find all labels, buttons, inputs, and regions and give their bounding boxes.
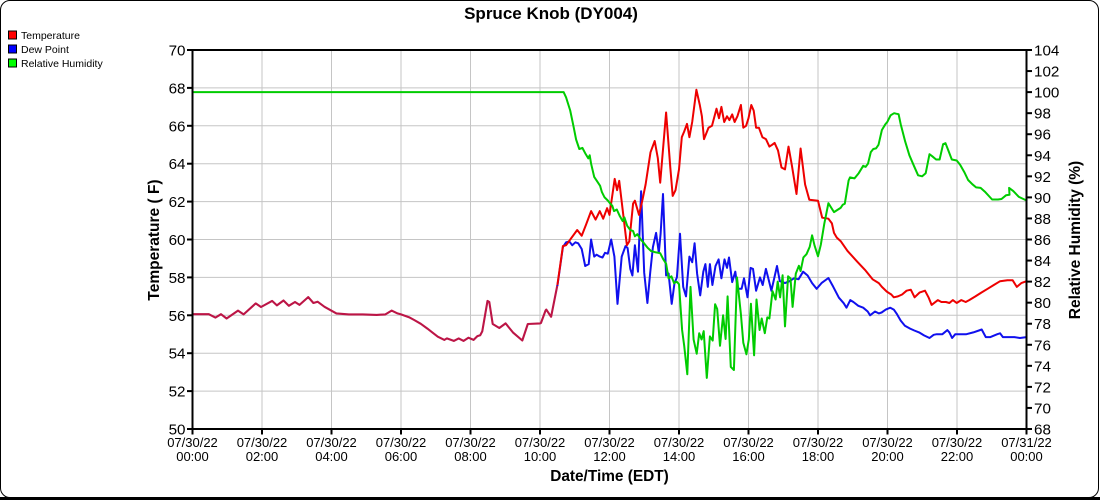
svg-text:07/30/22: 07/30/22: [584, 435, 635, 450]
svg-text:74: 74: [1034, 358, 1051, 375]
svg-text:86: 86: [1034, 232, 1051, 249]
svg-text:68: 68: [169, 80, 186, 97]
svg-text:07/30/22: 07/30/22: [793, 435, 844, 450]
svg-text:00:00: 00:00: [176, 449, 209, 464]
svg-text:66: 66: [169, 118, 186, 135]
svg-text:12:00: 12:00: [593, 449, 626, 464]
svg-text:02:00: 02:00: [246, 449, 279, 464]
svg-text:14:00: 14:00: [663, 449, 696, 464]
svg-text:76: 76: [1034, 337, 1051, 354]
svg-text:70: 70: [169, 43, 186, 60]
svg-text:07/30/22: 07/30/22: [723, 435, 774, 450]
svg-text:07/30/22: 07/30/22: [306, 435, 357, 450]
svg-text:07/30/22: 07/30/22: [376, 435, 427, 450]
svg-text:22:00: 22:00: [941, 449, 974, 464]
svg-text:08:00: 08:00: [454, 449, 487, 464]
svg-text:88: 88: [1034, 211, 1051, 228]
svg-text:100: 100: [1034, 85, 1059, 102]
svg-text:96: 96: [1034, 127, 1051, 144]
svg-text:104: 104: [1034, 43, 1059, 60]
svg-text:07/30/22: 07/30/22: [237, 435, 288, 450]
svg-text:54: 54: [169, 346, 186, 363]
svg-text:52: 52: [169, 384, 186, 401]
svg-text:07/30/22: 07/30/22: [445, 435, 496, 450]
svg-text:98: 98: [1034, 106, 1051, 123]
svg-text:Relative Humidity: Relative Humidity: [21, 58, 103, 70]
svg-text:20:00: 20:00: [871, 449, 904, 464]
svg-text:82: 82: [1034, 274, 1051, 291]
svg-text:102: 102: [1034, 64, 1059, 81]
svg-text:84: 84: [1034, 253, 1051, 270]
svg-text:06:00: 06:00: [385, 449, 418, 464]
svg-text:60: 60: [169, 232, 186, 249]
svg-text:58: 58: [169, 270, 186, 287]
svg-text:70: 70: [1034, 400, 1051, 417]
svg-text:18:00: 18:00: [802, 449, 835, 464]
svg-text:16:00: 16:00: [732, 449, 765, 464]
svg-text:94: 94: [1034, 148, 1051, 165]
svg-text:Spruce Knob (DY004): Spruce Knob (DY004): [464, 4, 638, 23]
svg-text:64: 64: [169, 156, 186, 173]
svg-text:07/30/22: 07/30/22: [167, 435, 218, 450]
svg-text:Temperature ( F): Temperature ( F): [146, 179, 163, 300]
svg-text:Dew Point: Dew Point: [21, 44, 69, 56]
svg-text:Date/Time (EDT): Date/Time (EDT): [550, 468, 669, 485]
svg-text:78: 78: [1034, 316, 1051, 333]
svg-text:00:00: 00:00: [1010, 449, 1043, 464]
svg-text:Relative Humidity (%): Relative Humidity (%): [1067, 161, 1084, 319]
svg-text:50: 50: [169, 422, 186, 439]
svg-text:72: 72: [1034, 379, 1051, 396]
svg-text:07/30/22: 07/30/22: [932, 435, 983, 450]
svg-text:56: 56: [169, 308, 186, 325]
svg-text:92: 92: [1034, 169, 1051, 186]
svg-text:07/30/22: 07/30/22: [862, 435, 913, 450]
svg-text:07/30/22: 07/30/22: [654, 435, 705, 450]
svg-text:Temperature: Temperature: [21, 30, 80, 42]
svg-text:62: 62: [169, 194, 186, 211]
svg-text:90: 90: [1034, 190, 1051, 207]
svg-text:07/30/22: 07/30/22: [515, 435, 566, 450]
svg-text:80: 80: [1034, 295, 1051, 312]
svg-text:68: 68: [1034, 422, 1051, 439]
svg-text:04:00: 04:00: [315, 449, 348, 464]
svg-text:10:00: 10:00: [524, 449, 557, 464]
svg-text:07/31/22: 07/31/22: [1001, 435, 1052, 450]
